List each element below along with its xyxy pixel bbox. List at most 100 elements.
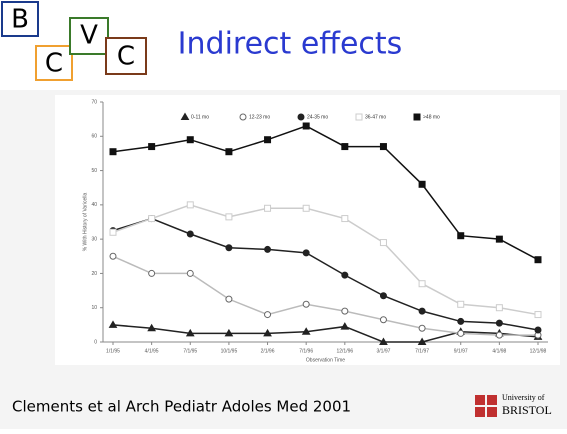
data-point: [341, 143, 349, 151]
university: University of: [502, 393, 545, 402]
legend-label: >48 mo: [423, 114, 440, 120]
data-point: [418, 180, 426, 188]
data-point: [225, 148, 233, 156]
data-point: [264, 245, 272, 253]
x-tick-label: 4/1/98: [492, 348, 506, 354]
y-tick-label: 0: [94, 339, 97, 345]
legend-label: 24-35 mo: [307, 114, 328, 120]
x-tick-label: 1/1/95: [106, 348, 120, 354]
uni-logo: [487, 407, 497, 417]
data-point: [457, 317, 465, 325]
logo-letter: C: [117, 42, 135, 72]
data-point: [534, 256, 542, 264]
slide-title: Indirect effects: [178, 27, 403, 62]
legend-marker: [413, 113, 421, 121]
data-point: [341, 307, 349, 315]
data-point: [302, 300, 310, 308]
y-tick-label: 40: [91, 202, 97, 208]
university: BRISTOL: [502, 403, 552, 417]
data-point: [495, 304, 503, 312]
y-axis-label: % With History of Varicella: [82, 193, 88, 252]
logo-letter: V: [80, 21, 98, 51]
data-point: [457, 329, 465, 337]
data-point: [186, 230, 194, 238]
logo-box: [35, 45, 73, 81]
data-point: [495, 235, 503, 243]
series-line: [112, 125, 539, 261]
data-point: [379, 143, 387, 151]
data-point: [341, 271, 349, 279]
data-point: [264, 311, 272, 319]
data-point: [185, 328, 195, 337]
data-point: [148, 215, 156, 223]
data-point: [224, 328, 234, 337]
data-point: [302, 204, 310, 212]
y-tick-label: 60: [91, 134, 97, 140]
data-point: [457, 232, 465, 240]
y-tick-label: 10: [91, 305, 97, 311]
data-point: [457, 300, 465, 308]
legend-marker: [239, 113, 247, 121]
logo-box: [105, 37, 147, 75]
data-point: [341, 215, 349, 223]
x-tick-label: 7/1/96: [299, 348, 313, 354]
x-tick-label: 12/1/98: [530, 348, 547, 354]
data-point: [379, 337, 388, 345]
data-point: [109, 148, 117, 156]
data-point: [186, 201, 194, 209]
legend-label: 12-23 mo: [249, 114, 270, 120]
x-tick-label: 4/1/95: [145, 348, 159, 354]
data-point: [264, 136, 272, 144]
data-point: [186, 269, 194, 277]
data-point: [263, 328, 272, 337]
data-point: [148, 269, 156, 277]
data-point: [534, 311, 542, 319]
data-point: [109, 228, 117, 236]
data-point: [225, 295, 233, 303]
uni-logo: [475, 395, 485, 405]
data-point: [225, 213, 233, 221]
x-tick-label: 9/1/97: [454, 348, 468, 354]
chart-area: [55, 95, 560, 365]
x-tick-label: 10/1/95: [221, 348, 238, 354]
legend-marker: [355, 113, 363, 121]
legend-marker: [180, 112, 190, 120]
x-axis-label: Observation Time: [306, 357, 345, 363]
data-point: [495, 319, 503, 327]
legend-marker: [297, 113, 305, 121]
x-tick-label: 7/1/95: [183, 348, 197, 354]
data-point: [495, 331, 503, 339]
data-point: [109, 252, 117, 260]
x-tick-label: 12/1/96: [336, 348, 353, 354]
data-point: [225, 244, 233, 252]
legend-label: 36-47 mo: [365, 114, 386, 120]
data-point: [340, 322, 350, 330]
citation: Clements et al Arch Pediatr Adoles Med 2…: [12, 398, 351, 416]
x-tick-label: 3/1/97: [377, 348, 391, 354]
logo-box: [69, 17, 109, 55]
data-point: [418, 280, 426, 288]
data-point: [147, 323, 157, 332]
data-point: [186, 136, 194, 144]
logo-letter: B: [11, 5, 29, 35]
series-line: [112, 255, 538, 336]
series-line: [112, 204, 539, 316]
y-tick-label: 70: [91, 99, 97, 105]
logo-box: [1, 1, 39, 37]
data-point: [148, 143, 156, 151]
x-tick-label: 2/1/96: [261, 348, 275, 354]
uni-logo: [475, 407, 485, 417]
data-point: [418, 324, 426, 332]
series-line: [112, 324, 539, 343]
y-tick-label: 50: [91, 168, 97, 174]
data-point: [379, 292, 387, 300]
series-line: [112, 217, 539, 331]
data-point: [379, 239, 387, 247]
data-point: [302, 249, 310, 257]
x-tick-label: 7/1/97: [415, 348, 429, 354]
logo-letter: C: [45, 49, 63, 79]
data-point: [264, 204, 272, 212]
data-point: [417, 337, 427, 345]
